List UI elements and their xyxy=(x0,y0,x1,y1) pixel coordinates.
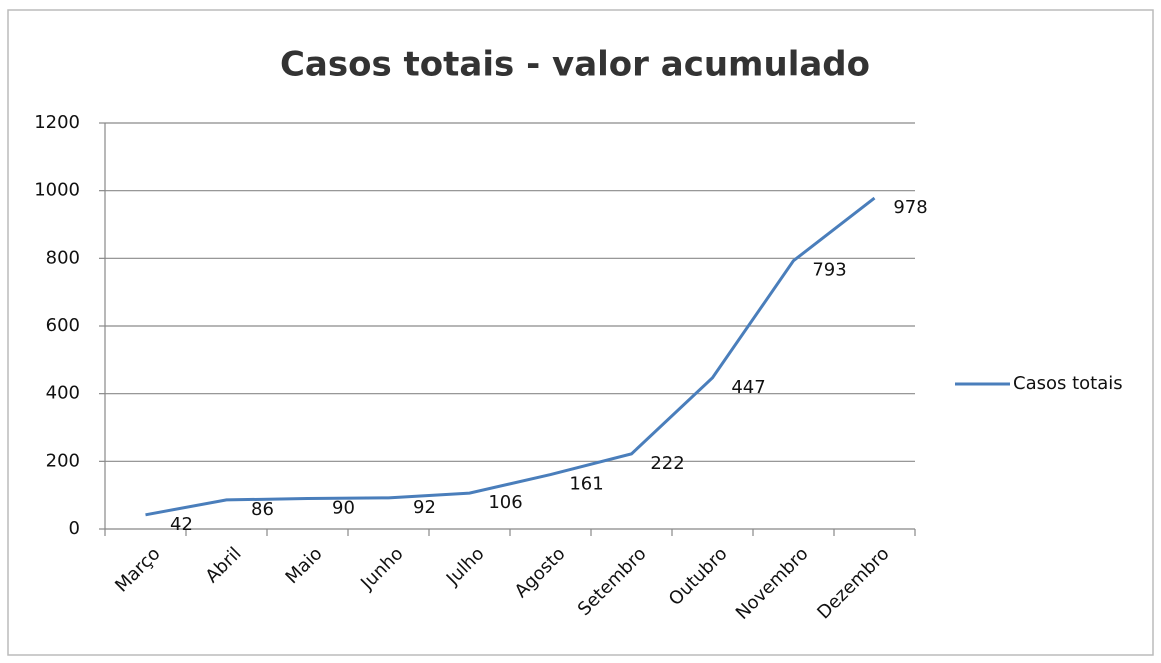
line-series xyxy=(145,196,876,517)
data-label: 86 xyxy=(251,499,274,520)
chart-border xyxy=(7,9,1154,656)
data-label: 161 xyxy=(569,474,603,495)
data-label: 42 xyxy=(170,514,193,535)
chart-title: Casos totais - valor acumulado xyxy=(280,45,870,85)
data-label: 222 xyxy=(650,453,684,474)
y-tick-label: 0 xyxy=(69,518,80,539)
data-label: 90 xyxy=(332,498,355,519)
data-label: 447 xyxy=(731,377,765,398)
y-tick-label: 1000 xyxy=(34,180,80,201)
y-tick-label: 400 xyxy=(46,383,80,404)
y-tick-label: 200 xyxy=(46,450,80,471)
legend-label: Casos totais xyxy=(1013,373,1123,394)
y-tick-label: 1200 xyxy=(34,112,80,133)
data-label: 978 xyxy=(893,197,927,218)
y-tick-label: 800 xyxy=(46,247,80,268)
y-tick-label: 600 xyxy=(46,315,80,336)
data-label: 106 xyxy=(488,492,522,513)
data-label: 793 xyxy=(812,260,846,281)
data-label: 92 xyxy=(413,497,436,518)
